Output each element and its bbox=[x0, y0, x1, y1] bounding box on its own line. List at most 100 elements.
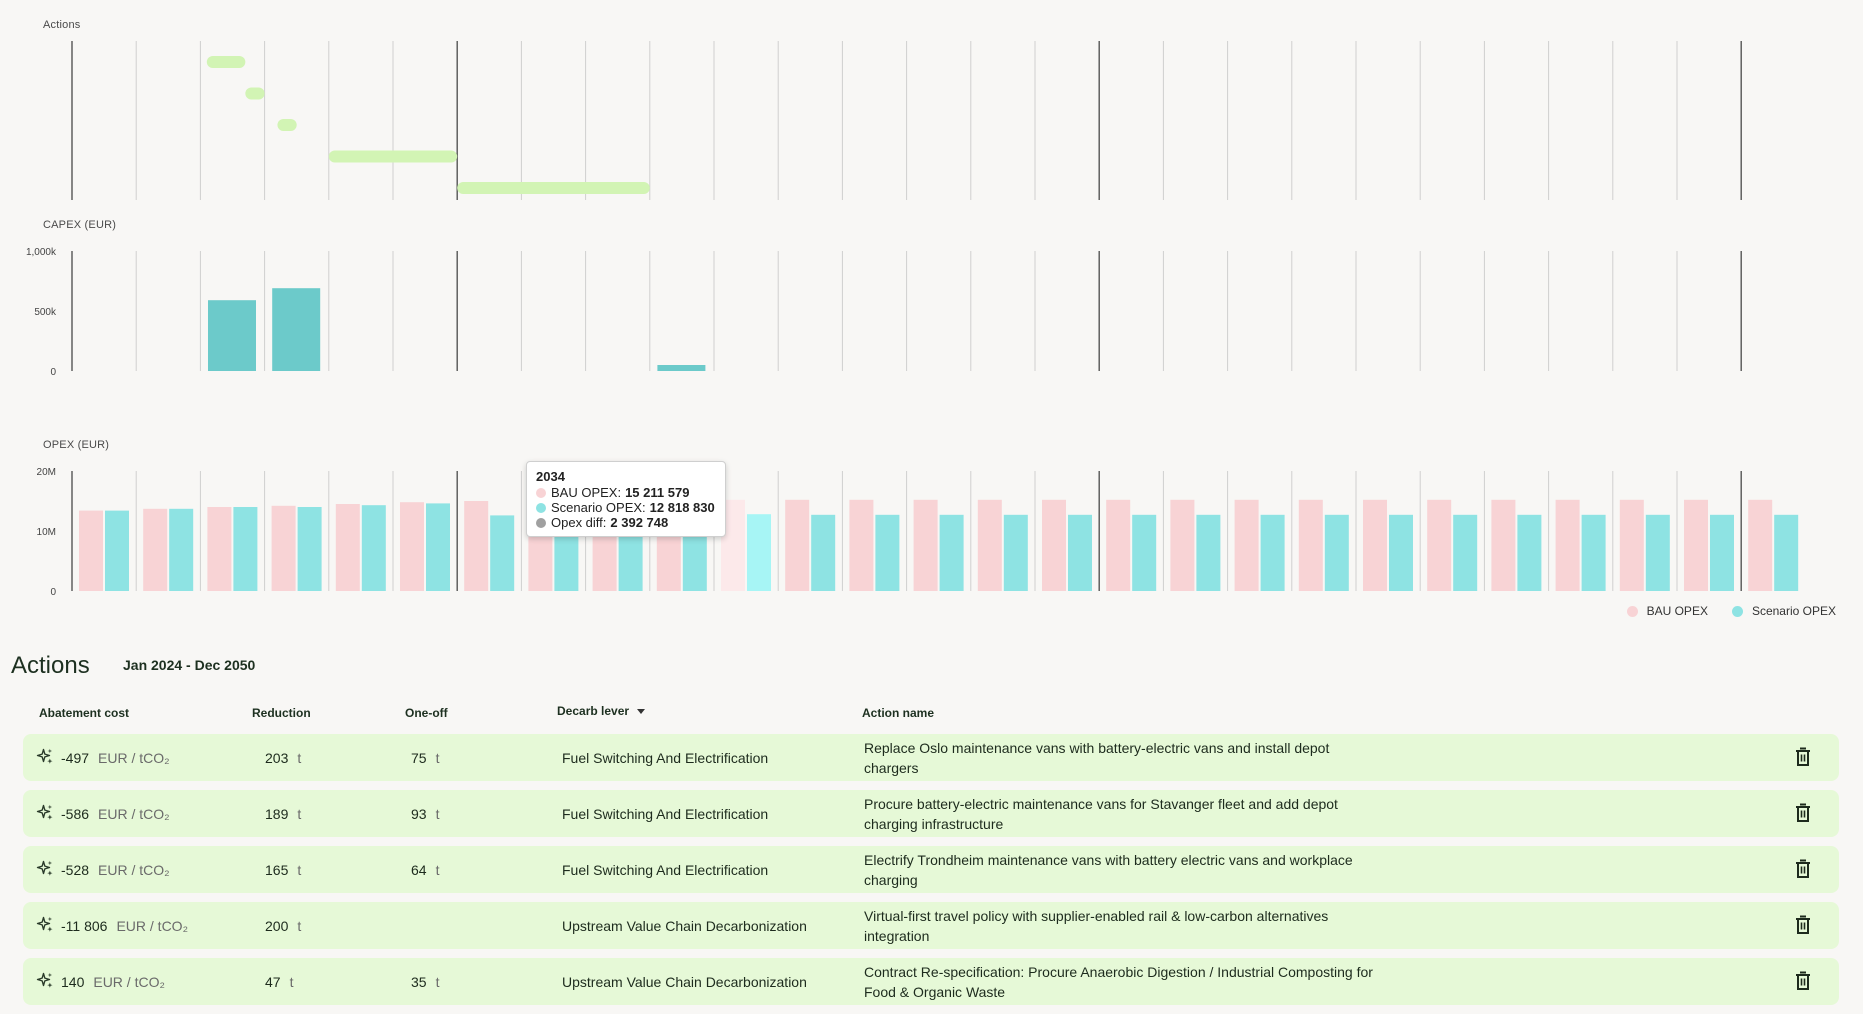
opex-tick-label: 10M bbox=[37, 527, 56, 538]
table-row[interactable]: -586 EUR / tCO₂ 189 t 93 t Fuel Switching A… bbox=[23, 790, 1839, 837]
trash-icon[interactable] bbox=[1795, 747, 1811, 767]
scenario-opex-bar bbox=[939, 514, 964, 591]
action-bar bbox=[206, 56, 246, 68]
scenario-opex-bar bbox=[361, 505, 386, 591]
one-off: 75 t bbox=[411, 734, 439, 781]
table-row[interactable]: -11 806 EUR / tCO₂ 200 t Upstream Value Ch… bbox=[23, 902, 1839, 949]
trash-icon[interactable] bbox=[1795, 971, 1811, 991]
cost-unit: EUR / tCO₂ bbox=[98, 805, 170, 822]
bau-opex-bar bbox=[1684, 499, 1708, 591]
table-row[interactable]: 140 EUR / tCO₂ 47 t 35 t Upstream Value Cha… bbox=[23, 958, 1839, 1005]
trash-icon[interactable] bbox=[1795, 915, 1811, 935]
one-off: 35 t bbox=[411, 958, 439, 1005]
scenario-opex-bar bbox=[1710, 514, 1734, 591]
header-label: Decarb lever bbox=[557, 704, 630, 718]
action-bar bbox=[277, 119, 297, 131]
cost-unit: EUR / tCO₂ bbox=[116, 917, 189, 934]
bau-opex-bar bbox=[207, 507, 232, 591]
scenario-opex-bar bbox=[490, 515, 515, 591]
scenario-opex-bar bbox=[1324, 514, 1349, 591]
date-range[interactable]: Jan 2024 - Dec 2050 bbox=[123, 657, 256, 673]
legend-item-scenario[interactable]: Scenario OPEX bbox=[1731, 604, 1836, 618]
table-row[interactable]: -528 EUR / tCO₂ 165 t 64 t Fuel Switching A… bbox=[23, 846, 1839, 893]
action-bar bbox=[328, 150, 458, 163]
action-name: Procure battery-electric maintenance van… bbox=[864, 795, 1338, 832]
sparkle-icon[interactable] bbox=[36, 860, 54, 878]
reduction-value: 47 bbox=[265, 973, 281, 990]
decarb-lever: Upstream Value Chain Decarbonization bbox=[562, 917, 807, 934]
scenario-opex-bar bbox=[426, 503, 450, 591]
reduction-value: 189 bbox=[265, 805, 289, 822]
reduction: 47 t bbox=[265, 958, 293, 1005]
scenario-opex-bar bbox=[169, 508, 194, 591]
decarb-lever: Upstream Value Chain Decarbonization bbox=[562, 973, 807, 990]
tooltip-year: 2034 bbox=[536, 469, 565, 484]
legend-label: Scenario OPEX bbox=[1751, 604, 1836, 618]
bau-opex-bar bbox=[849, 499, 874, 591]
bau-opex-bar bbox=[1619, 499, 1644, 591]
sparkle-icon[interactable] bbox=[36, 916, 54, 934]
bau-opex-bar bbox=[400, 502, 424, 591]
cost-unit: EUR / tCO₂ bbox=[98, 861, 170, 878]
cost-value: -586 bbox=[61, 805, 90, 822]
header-abatement-cost[interactable]: Abatement cost bbox=[39, 706, 130, 720]
bau-opex-bar bbox=[1234, 499, 1259, 591]
tooltip-label: BAU OPEX: bbox=[551, 485, 622, 500]
reduction-value: 165 bbox=[265, 861, 289, 878]
sparkle-icon[interactable] bbox=[36, 804, 54, 822]
bau-opex-bar bbox=[1491, 499, 1516, 591]
decarb-lever: Fuel Switching And Electrification bbox=[562, 749, 769, 766]
tooltip-value: 15 211 579 bbox=[625, 485, 690, 500]
bau-legend-dot-icon bbox=[1626, 605, 1638, 617]
opex-legend: BAU OPEX Scenario OPEX bbox=[1626, 604, 1836, 618]
cost-value: 140 bbox=[61, 973, 85, 990]
trash-icon[interactable] bbox=[1795, 803, 1811, 823]
reduction-unit: t bbox=[289, 973, 294, 990]
one-off-value: 35 bbox=[411, 973, 427, 990]
scenario-opex-bar bbox=[1132, 514, 1157, 591]
legend-item-bau[interactable]: BAU OPEX bbox=[1626, 604, 1708, 618]
trash-icon[interactable] bbox=[1795, 859, 1811, 879]
bau-opex-bar bbox=[1427, 499, 1452, 591]
scenario-opex-bar bbox=[875, 514, 900, 591]
scenario-opex-bar bbox=[1003, 514, 1028, 591]
abatement-cost: -586 EUR / tCO₂ bbox=[61, 790, 170, 837]
one-off: 64 t bbox=[411, 846, 439, 893]
action-bar bbox=[245, 87, 265, 100]
one-off-unit: t bbox=[435, 973, 440, 990]
opex-tick-label: 20M bbox=[37, 467, 56, 478]
opex-tick-label: 0 bbox=[50, 587, 56, 598]
capex-tick-label: 1,000k bbox=[26, 247, 57, 258]
header-reduction[interactable]: Reduction bbox=[252, 706, 311, 720]
scenario-opex-bar bbox=[1581, 514, 1606, 591]
tooltip-value: 2 392 748 bbox=[610, 515, 669, 530]
header-decarb-lever[interactable]: Decarb lever bbox=[557, 704, 646, 718]
abatement-cost: 140 EUR / tCO₂ bbox=[61, 958, 165, 1005]
one-off-unit: t bbox=[435, 749, 440, 766]
bau-dot-icon bbox=[536, 487, 546, 498]
cost-value: -497 bbox=[61, 749, 90, 766]
sparkle-icon[interactable] bbox=[36, 972, 54, 990]
tooltip-label: Opex diff: bbox=[551, 515, 607, 530]
scenario-opex-bar bbox=[105, 510, 129, 591]
cost-value: -528 bbox=[61, 861, 90, 878]
bau-opex-bar bbox=[1363, 499, 1387, 591]
table-row[interactable]: -497 EUR / tCO₂ 203 t 75 t Fuel Switching A… bbox=[23, 734, 1839, 781]
cost-unit: EUR / tCO₂ bbox=[98, 749, 170, 766]
reduction-value: 203 bbox=[265, 749, 289, 766]
legend-label: BAU OPEX bbox=[1646, 604, 1708, 618]
sparkle-icon[interactable] bbox=[36, 748, 54, 766]
bau-opex-bar bbox=[785, 499, 810, 591]
header-one-off[interactable]: One-off bbox=[405, 706, 448, 720]
scenario-opex-bar bbox=[1774, 514, 1799, 591]
diff-dot-icon bbox=[536, 517, 546, 528]
header-action-name[interactable]: Action name bbox=[862, 706, 935, 720]
bau-opex-bar bbox=[271, 505, 296, 591]
action-name: Virtual-first travel policy with supplie… bbox=[864, 907, 1329, 944]
one-off-value: 93 bbox=[411, 805, 427, 822]
cost-unit: EUR / tCO₂ bbox=[93, 973, 165, 990]
actions-chart-title: Actions bbox=[43, 19, 81, 31]
capex-tick-label: 500k bbox=[34, 307, 57, 318]
scenario-opex-bar bbox=[1517, 514, 1542, 591]
sort-caret-icon[interactable] bbox=[637, 708, 646, 714]
